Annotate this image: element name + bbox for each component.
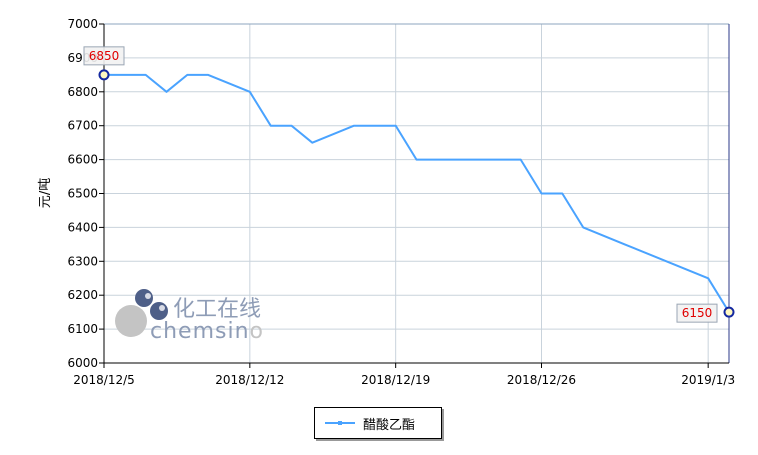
x-tick-label: 2018/12/26 [507,373,576,387]
y-tick-label: 6500 [67,187,98,201]
y-tick-label: 6400 [67,220,98,234]
x-tick-label: 2018/12/12 [215,373,284,387]
watermark-logo-circle-top [135,289,153,307]
tick-labels: 6000610062006300640065006600670068006900… [67,17,735,387]
series-layer [98,69,735,318]
y-tick-label: 6100 [67,322,98,336]
chemsino-watermark: 化工在线 chemsino [115,289,264,344]
y-axis-label: 元/吨 [38,178,53,208]
y-tick-label: 6000 [67,356,98,370]
series-line [104,73,730,313]
y-tick-label: 6300 [67,254,98,268]
watermark-logo-circle-right [150,302,168,320]
legend-label: 醋酸乙酯 [363,417,416,433]
callout-box [676,303,718,323]
y-tick-label: 6200 [67,288,98,302]
callout-label: 6850 [89,49,120,63]
endpoint-marker [723,306,735,318]
y-tick-label: 6700 [67,119,98,133]
legend-swatch [325,421,355,425]
watermark-cn-text: 化工在线 [173,297,261,322]
x-tick-label: 2019/1/3 [681,373,735,387]
y-tick-label: 7000 [67,17,98,31]
y-tick-label: 6800 [67,85,98,99]
callouts: 6850 6150 [83,46,718,323]
x-tick-label: 2018/12/19 [361,373,430,387]
legend: 醋酸乙酯 [314,407,442,439]
y-tick-label: 6600 [67,153,98,167]
watermark-en-text: chemsino [150,319,264,344]
callout-box [83,46,125,66]
axes [99,23,730,368]
x-tick-label: 2018/12/5 [73,373,135,387]
callout-label: 6150 [682,306,713,320]
watermark-logo-circle-large [115,305,147,337]
endpoint-marker [98,69,110,81]
